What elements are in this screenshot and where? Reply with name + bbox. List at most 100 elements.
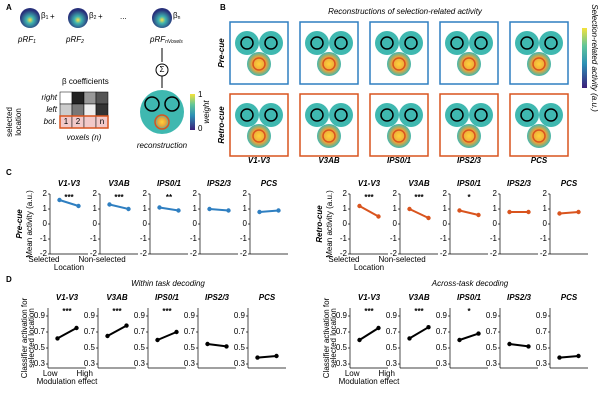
- x-axis-title: Location: [354, 263, 384, 272]
- significance: ***: [112, 307, 122, 316]
- y-tick-label: 0.5: [184, 343, 196, 352]
- mean-point: [207, 206, 212, 212]
- location-ring: [334, 108, 348, 122]
- mean-line: [358, 327, 380, 341]
- mean-line: [559, 355, 579, 359]
- significance: ***: [114, 193, 124, 202]
- mean-line: [107, 324, 127, 337]
- mean-point: [74, 325, 79, 331]
- col-label: 1: [64, 117, 69, 126]
- y-tick-label: 0.3: [34, 359, 46, 368]
- region-label: V3AB: [408, 293, 430, 302]
- y-tick-label: 0.7: [34, 327, 46, 336]
- mean-line: [408, 326, 430, 340]
- mean-point: [157, 205, 162, 210]
- mean-point: [426, 215, 431, 221]
- y-tick-label: 1: [93, 204, 98, 213]
- recon-disc: [375, 103, 399, 127]
- y-tick-label: 0.9: [84, 311, 96, 320]
- region-label: V3AB: [318, 156, 340, 165]
- y-tick-label: -2: [90, 249, 98, 258]
- y-tick-label: -2: [240, 249, 248, 258]
- location-ring: [322, 129, 336, 143]
- significance: ***: [414, 307, 424, 316]
- mean-line: [459, 332, 479, 341]
- recon-disc: [375, 31, 399, 55]
- y-tick-label: 2: [393, 189, 398, 198]
- y-tick-label: 0.3: [486, 359, 498, 368]
- y-tick-label: 0.3: [134, 359, 146, 368]
- mean-line: [59, 199, 79, 207]
- region-label: PCS: [561, 293, 578, 302]
- recon-disc: [329, 31, 353, 55]
- y-tick-label: 0.9: [134, 311, 146, 320]
- colorbar: [582, 28, 587, 88]
- y-tick-label: 0: [443, 219, 448, 228]
- mean-point: [507, 209, 512, 215]
- region-label: PCS: [531, 156, 548, 165]
- recon-disc: [445, 103, 469, 127]
- mean-line: [509, 343, 529, 348]
- recon-disc: [317, 52, 341, 76]
- mean-point: [124, 323, 129, 328]
- mean-point: [457, 208, 462, 213]
- mean-line: [257, 355, 277, 359]
- mean-point: [257, 209, 262, 215]
- y-tick-label: 0.5: [34, 343, 46, 352]
- recon-disc: [539, 31, 563, 55]
- y-tick-label: 2: [43, 189, 48, 198]
- prf-label: pRFnVoxels: [149, 35, 183, 45]
- mean-point: [476, 331, 481, 336]
- mean-point: [76, 203, 81, 209]
- reconstruction-disc: [140, 90, 184, 134]
- mean-point: [526, 344, 531, 349]
- mean-point: [407, 206, 412, 212]
- mean-point: [255, 355, 260, 360]
- y-tick-label: 0: [243, 219, 248, 228]
- prf-blob: [20, 8, 40, 28]
- y-tick-label: 0: [193, 219, 198, 228]
- mean-point: [107, 202, 112, 207]
- location-ring: [392, 129, 406, 143]
- group-title: Within task decoding: [131, 279, 205, 288]
- col-axis-label: voxels (n): [67, 133, 102, 142]
- region-label: PCS: [261, 179, 278, 188]
- mean-point: [55, 336, 60, 341]
- prf-label-part: nVoxels: [165, 39, 183, 45]
- mean-line: [207, 343, 227, 348]
- x-axis-title: Modulation effect: [37, 377, 99, 386]
- x-axis-title: Modulation effect: [339, 377, 401, 386]
- y-tick-label: -1: [240, 234, 248, 243]
- plus: +: [50, 12, 55, 21]
- region-label: IPS0/1: [155, 293, 180, 302]
- y-tick-label: 2: [343, 189, 348, 198]
- y-tick-label: -2: [440, 249, 448, 258]
- row-label: Pre-cue: [15, 209, 24, 239]
- coef-cell: [59, 91, 73, 105]
- location-ring: [520, 36, 534, 50]
- mean-line: [157, 331, 177, 341]
- y-tick-label: 0.3: [184, 359, 196, 368]
- region-label: V1-V3: [358, 179, 381, 188]
- coef-cell: [95, 91, 109, 105]
- mean-point: [274, 353, 279, 359]
- recon-disc: [399, 31, 423, 55]
- recon-disc: [527, 52, 551, 76]
- mean-line: [209, 208, 229, 212]
- colorbar: [190, 94, 195, 130]
- mean-point: [176, 208, 181, 213]
- y-tick-label: 0.5: [134, 343, 146, 352]
- region-label: V1-V3: [56, 293, 79, 302]
- mean-line: [359, 205, 379, 218]
- row-label: Pre-cue: [217, 38, 226, 68]
- location-ring: [462, 57, 476, 71]
- region-label: V3AB: [408, 179, 430, 188]
- y-tick-label: 0: [393, 219, 398, 228]
- location-ring: [252, 57, 266, 71]
- y-tick-label: 2: [443, 189, 448, 198]
- location-ring: [380, 36, 394, 50]
- recon-disc: [235, 31, 259, 55]
- col-label: n: [100, 117, 104, 126]
- location-ring: [404, 36, 418, 50]
- beta-label-part: β: [173, 11, 178, 20]
